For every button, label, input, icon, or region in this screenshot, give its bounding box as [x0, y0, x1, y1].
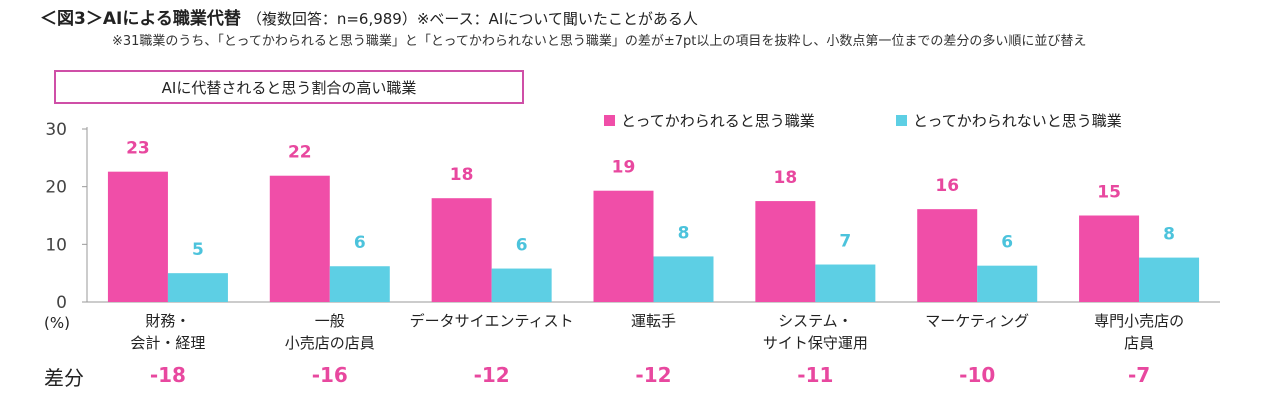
- bar-replaced: [431, 198, 492, 302]
- data-label-replaced: 18: [774, 168, 798, 188]
- callout-text: AIに代替されると思う割合の高い職業: [161, 78, 417, 97]
- diff-value: -12: [474, 363, 510, 387]
- y-unit-label: (%): [44, 314, 70, 332]
- bar-replaced: [593, 190, 654, 302]
- bar-replaced: [1079, 215, 1140, 302]
- data-label-replaced: 22: [288, 143, 312, 163]
- category-label: マーケティング: [925, 312, 1029, 330]
- bar-replaced: [917, 209, 978, 302]
- title-prefix: ＜図3＞: [40, 9, 103, 29]
- title-sub: （複数回答：n=6,989）※ベース：AIについて聞いたことがある人: [246, 10, 698, 28]
- diff-value: -7: [1128, 363, 1150, 387]
- legend-swatch-cyan: [896, 115, 907, 126]
- legend-swatch-pink: [604, 115, 615, 126]
- category-label: データサイエンティスト: [410, 312, 574, 330]
- bar-replaced: [107, 171, 168, 302]
- data-label-replaced: 18: [450, 165, 474, 185]
- title-main: AIによる職業代替: [102, 9, 241, 29]
- data-label-not-replaced: 8: [1163, 225, 1175, 245]
- bar-not-replaced: [653, 256, 714, 302]
- diff-row-label: 差分: [44, 366, 84, 390]
- category-label: 運転手: [631, 312, 676, 330]
- data-label-replaced: 15: [1097, 183, 1121, 203]
- category-label: 一般: [315, 312, 345, 330]
- category-label: 専門小売店の: [1094, 312, 1184, 330]
- diff-value: -16: [312, 363, 348, 387]
- y-tick-label: 0: [56, 293, 67, 313]
- diff-value: -12: [635, 363, 671, 387]
- callout-box: AIに代替されると思う割合の高い職業: [54, 70, 524, 104]
- category-label: 財務・: [145, 312, 190, 330]
- bar-not-replaced: [1139, 257, 1200, 302]
- category-label: システム・: [778, 312, 853, 330]
- legend-item-not-replaced: とってかわられないと思う職業: [896, 110, 1122, 131]
- data-label-not-replaced: 6: [516, 236, 528, 256]
- chart-title: ＜図3＞AIによる職業代替 （複数回答：n=6,989）※ベース：AIについて聞い…: [40, 4, 698, 29]
- legend-item-replaced: とってかわられると思う職業: [604, 110, 815, 131]
- data-label-not-replaced: 6: [1001, 233, 1013, 253]
- y-tick-label: 10: [45, 235, 67, 255]
- legend-label-replaced: とってかわられると思う職業: [621, 112, 815, 130]
- data-label-replaced: 19: [612, 158, 636, 178]
- category-label: 店員: [1124, 334, 1154, 352]
- data-label-not-replaced: 5: [192, 240, 204, 260]
- data-label-not-replaced: 8: [678, 223, 690, 243]
- legend-label-not-replaced: とってかわられないと思う職業: [913, 112, 1122, 130]
- category-label: サイト保守運用: [763, 334, 868, 352]
- bar-not-replaced: [815, 264, 876, 302]
- y-tick-label: 30: [45, 120, 67, 140]
- chart-note: ※31職業のうち、「とってかわられると思う職業」と「とってかわられないと思う職業…: [112, 34, 1087, 49]
- bar-not-replaced: [977, 265, 1038, 302]
- data-label-replaced: 16: [935, 176, 959, 196]
- category-label: 会計・経理: [130, 334, 205, 352]
- bar-not-replaced: [329, 266, 390, 302]
- category-label: 小売店の店員: [285, 334, 375, 352]
- diff-value: -18: [150, 363, 186, 387]
- diff-value: -11: [797, 363, 833, 387]
- data-label-not-replaced: 7: [839, 232, 851, 252]
- diff-value: -10: [959, 363, 995, 387]
- bar-replaced: [755, 201, 816, 302]
- bar-replaced: [269, 175, 330, 302]
- bar-not-replaced: [491, 268, 552, 302]
- bar-not-replaced: [167, 273, 228, 302]
- y-tick-label: 20: [45, 178, 67, 198]
- data-label-not-replaced: 6: [354, 233, 366, 253]
- data-label-replaced: 23: [126, 139, 150, 159]
